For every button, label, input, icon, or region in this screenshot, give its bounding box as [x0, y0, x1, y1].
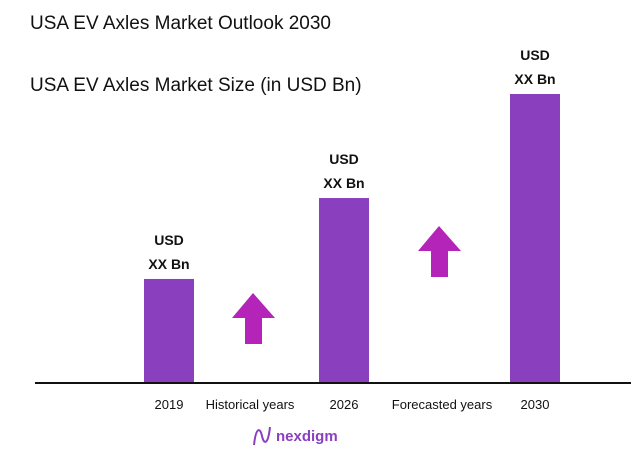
up-arrow-icon: [418, 226, 461, 277]
data-label-line1: USD: [329, 151, 359, 167]
data-label-line2: XX Bn: [323, 175, 364, 191]
bar-2019: [144, 278, 194, 383]
x-tick-label: 2026: [330, 397, 359, 412]
data-label-line2: XX Bn: [514, 71, 555, 87]
x-tick-label: 2030: [521, 397, 550, 412]
data-label-line2: XX Bn: [148, 256, 189, 272]
nexdigm-logo: nexdigm: [252, 425, 338, 447]
data-label-line1: USD: [154, 232, 184, 248]
period-label: Historical years: [206, 397, 295, 412]
nexdigm-logo-icon: [253, 426, 271, 446]
data-label-line1: USD: [520, 47, 550, 63]
page-title: USA EV Axles Market Outlook 2030: [30, 13, 331, 34]
bar-2026: [319, 198, 369, 383]
bar-2030: [510, 94, 560, 383]
up-arrow-icon: [232, 293, 275, 344]
chart-title: USA EV Axles Market Size (in USD Bn): [30, 75, 362, 96]
x-tick-label: 2019: [155, 397, 184, 412]
period-label: Forecasted years: [392, 397, 493, 412]
logo-text: nexdigm: [276, 427, 338, 445]
